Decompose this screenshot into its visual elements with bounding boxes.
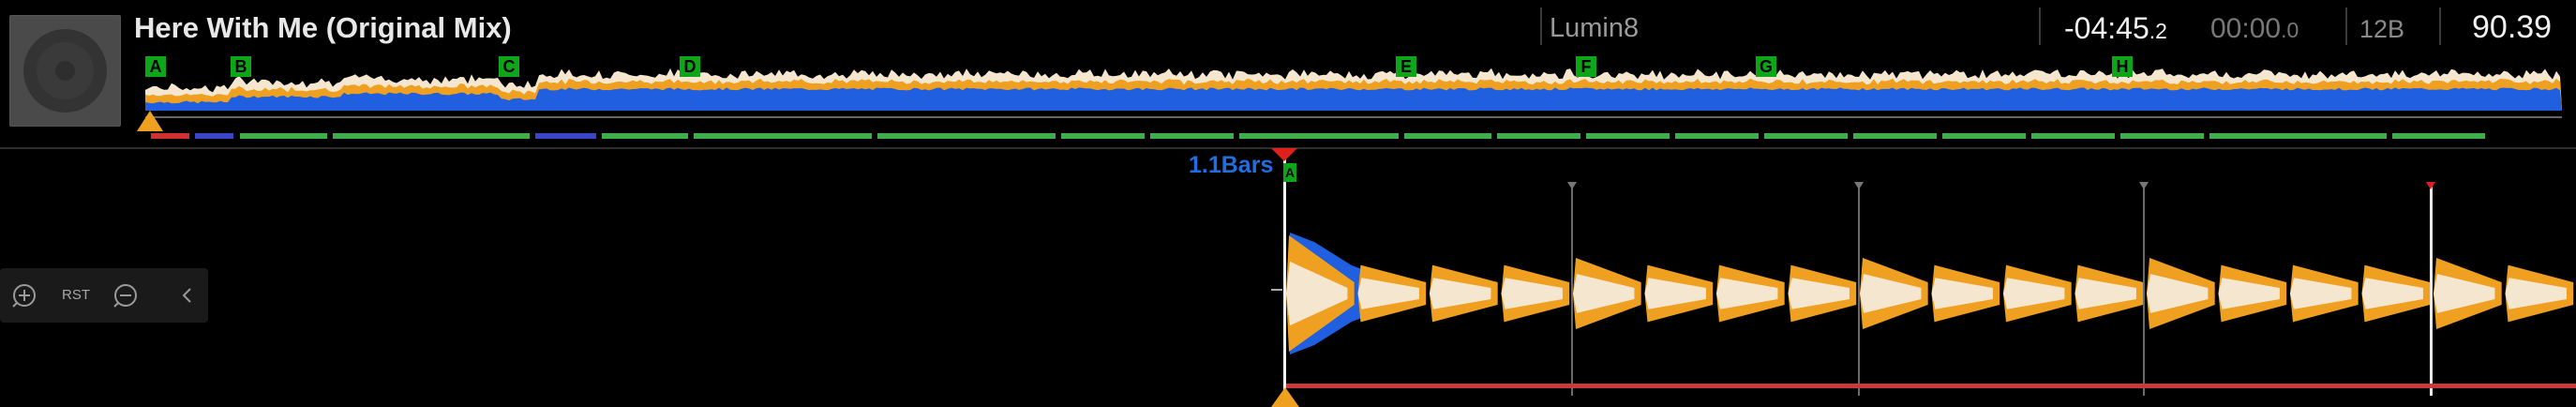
- phrase-segment: [2120, 133, 2204, 139]
- track-header: Here With Me (Original Mix) Lumin8 -04:4…: [0, 0, 2576, 127]
- hot-cue-d[interactable]: D: [680, 56, 700, 77]
- time-remaining-fraction: .2: [2149, 19, 2167, 43]
- track-bpm: 90.39: [2472, 9, 2553, 45]
- phrase-segment: [1853, 133, 1937, 139]
- loop-range-bar: [1286, 384, 2576, 388]
- detail-waveform-layer: [1501, 278, 1563, 309]
- collapse-icon[interactable]: [172, 280, 202, 310]
- detail-waveform[interactable]: A 1.1Bars: [0, 148, 2576, 407]
- detail-waveform-layer: [1716, 278, 1778, 309]
- phrase-segment: [1239, 133, 1399, 139]
- downbeat-line: [2430, 186, 2433, 396]
- phrase-segment: [1150, 133, 1234, 139]
- track-artist: Lumin8: [1550, 13, 1640, 43]
- time-elapsed-main: 00:00: [2210, 13, 2282, 44]
- zoom-reset-button[interactable]: RST: [62, 287, 90, 303]
- playhead[interactable]: [1283, 148, 1286, 407]
- detail-waveform-layer: [1357, 278, 1419, 309]
- zoom-in-icon[interactable]: [9, 280, 39, 310]
- detail-waveform-layer: [2003, 278, 2065, 309]
- beat-grid-marker: [2139, 182, 2149, 189]
- start-marker-icon: [1271, 387, 1299, 407]
- hot-cue-g[interactable]: G: [1756, 56, 1776, 77]
- hot-cue-e[interactable]: E: [1396, 56, 1416, 77]
- phrase-segment: [877, 133, 1056, 139]
- detail-waveform-layer: [1286, 261, 1348, 326]
- detail-hot-cue-a[interactable]: A: [1283, 163, 1296, 182]
- detail-waveform-layer: [1788, 278, 1850, 309]
- phrase-segment: [1675, 133, 1759, 139]
- memory-cue-marker-icon[interactable]: [1271, 148, 1297, 161]
- zoom-controls: RST: [0, 268, 208, 323]
- center-line-tick: [1271, 289, 1282, 291]
- beat-jump-label: 1.1Bars: [1189, 152, 1274, 178]
- phrase-segment: [151, 133, 189, 139]
- phrase-segment: [2392, 133, 2485, 139]
- phrase-segment: [602, 133, 688, 139]
- start-marker-icon: [137, 111, 163, 131]
- phrase-segment: [240, 133, 327, 139]
- overview-waveform-graphic: [145, 68, 2562, 111]
- detail-waveform-layer: [2505, 278, 2567, 309]
- header-divider: [2039, 8, 2041, 45]
- phrase-segment: [195, 133, 233, 139]
- overview-waveform-layer: [145, 87, 2562, 111]
- phrase-segment: [2209, 133, 2387, 139]
- hot-cue-h[interactable]: H: [2112, 56, 2133, 77]
- detail-waveform-layer: [2290, 278, 2352, 309]
- beat-grid-marker: [1567, 182, 1577, 189]
- hot-cue-b[interactable]: B: [231, 56, 251, 77]
- header-divider: [1540, 8, 1542, 45]
- phrase-segment: [1586, 133, 1670, 139]
- phrase-segment: [1764, 133, 1848, 139]
- header-divider: [2345, 8, 2347, 45]
- track-key: 12B: [2359, 15, 2405, 43]
- time-elapsed-fraction: .0: [2281, 18, 2299, 42]
- phrase-segment: [2031, 133, 2115, 139]
- detail-waveform-layer: [1573, 274, 1635, 313]
- detail-waveform-layer: [2361, 278, 2423, 309]
- track-title: Here With Me (Original Mix): [134, 11, 512, 44]
- detail-waveform-layer: [1430, 278, 1491, 309]
- hot-cue-a[interactable]: A: [145, 56, 166, 77]
- detail-waveform-layer: [1860, 274, 1922, 313]
- phrase-segment: [1942, 133, 2026, 139]
- phrase-bar: [145, 133, 2562, 139]
- hot-cue-c[interactable]: C: [499, 56, 519, 77]
- zoom-out-icon[interactable]: [111, 280, 141, 310]
- header-divider: [2439, 8, 2441, 45]
- beat-grid-line: [1858, 186, 1860, 396]
- detail-waveform-layer: [1931, 278, 1993, 309]
- overview-waveform[interactable]: A B C D E F G H: [137, 54, 2562, 139]
- phrase-segment: [1404, 133, 1491, 139]
- phrase-segment: [1061, 133, 1145, 139]
- time-remaining[interactable]: -04:45.2: [2064, 11, 2167, 46]
- detail-waveform-layer: [2147, 274, 2209, 313]
- detail-waveform-layer: [2218, 278, 2280, 309]
- jog-disc-icon: [23, 29, 107, 113]
- detail-waveform-graphic: [1286, 233, 2574, 354]
- detail-waveform-layer: [2074, 278, 2136, 309]
- downbeat-marker: [2426, 182, 2435, 189]
- phrase-segment: [333, 133, 530, 139]
- phrase-segment: [1497, 133, 1580, 139]
- album-art[interactable]: [9, 15, 121, 127]
- phrase-segment: [535, 133, 596, 139]
- time-remaining-main: -04:45: [2064, 11, 2149, 45]
- phrase-segment: [694, 133, 872, 139]
- beat-grid-line: [1571, 186, 1573, 396]
- hot-cue-f[interactable]: F: [1576, 56, 1596, 77]
- detail-waveform-layer: [2434, 274, 2495, 313]
- overview-baseline: [145, 116, 2562, 118]
- detail-waveform-layer: [1644, 278, 1706, 309]
- beat-grid-marker: [1854, 182, 1864, 189]
- beat-grid-line: [2143, 186, 2145, 396]
- time-elapsed[interactable]: 00:00.0: [2210, 13, 2299, 45]
